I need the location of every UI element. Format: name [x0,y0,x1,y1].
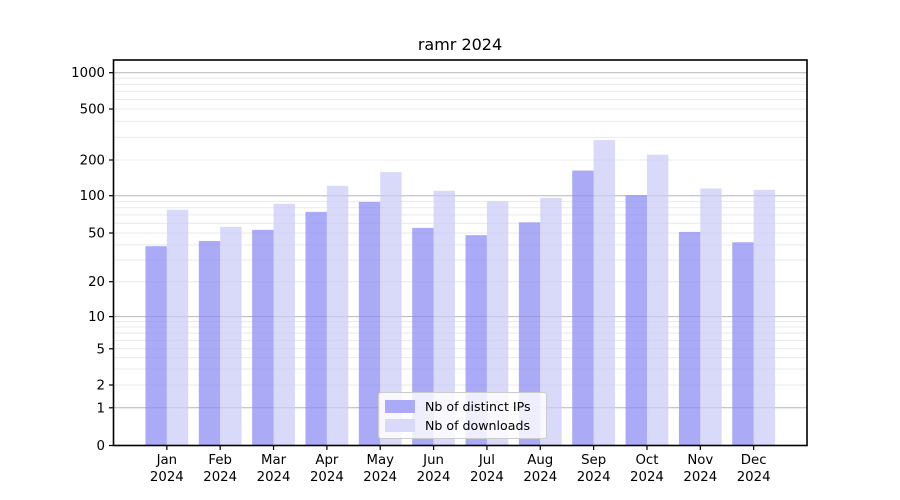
bar-distinct-ips-feb [198,241,221,446]
x-tick-label-year: 2024 [310,470,344,485]
legend-item-distinct-ips: Nb of distinct IPs [385,398,540,414]
x-tick-label-year: 2024 [150,470,184,485]
bar-distinct-ips-jan [145,246,167,446]
y-tick-label: 0 [97,439,105,454]
x-tick-label-year: 2024 [577,470,611,485]
x-tick-label-month: Jun [422,453,444,468]
x-tick-label-month: Dec [741,453,767,468]
bar-downloads-sep [593,140,616,446]
bar-distinct-ips-mar [252,229,274,446]
bar-downloads-feb [220,226,242,446]
bar-distinct-ips-jun [412,227,434,446]
bar-downloads-jan [166,209,189,446]
chart-title: ramr 2024 [417,35,503,54]
legend-label-downloads: Nb of downloads [425,417,531,433]
x-tick-label-year: 2024 [523,470,557,485]
bar-distinct-ips-sep [572,170,594,446]
bar-downloads-oct [646,154,669,446]
x-tick-label-month: Nov [687,453,713,468]
bar-distinct-ips-aug [518,222,541,446]
legend-item-downloads: Nb of downloads [385,417,540,433]
bar-distinct-ips-apr [305,211,327,446]
y-tick-label: 200 [80,154,105,169]
bar-downloads-apr [326,185,349,446]
x-tick-label-year: 2024 [630,470,664,485]
x-tick-label-month: Feb [208,453,232,468]
y-tick-label: 100 [80,189,105,204]
y-tick-label: 5 [97,342,105,357]
legend-swatch-distinct-ips-icon [385,399,415,413]
x-tick-label-year: 2024 [203,470,237,485]
bar-distinct-ips-dec [732,242,754,446]
legend-label-distinct-ips: Nb of distinct IPs [425,398,531,414]
x-tick-label-year: 2024 [257,470,291,485]
x-tick-label-year: 2024 [363,470,397,485]
legend: Nb of distinct IPs Nb of downloads [378,392,547,439]
y-tick-label: 1000 [71,66,105,81]
x-tick-label-year: 2024 [470,470,504,485]
x-tick-label-month: Jan [156,453,178,468]
x-tick-label-month: May [366,453,394,468]
x-tick-label-month: Jul [478,453,495,468]
x-tick-label-month: Oct [635,453,658,468]
y-tick-label: 20 [88,275,105,290]
bar-downloads-nov [700,188,722,446]
plot-border [112,59,808,447]
bar-downloads-aug [540,197,562,446]
y-tick-label: 2 [97,379,105,394]
bar-downloads-may [380,172,402,446]
x-tick-label-month: Apr [315,453,339,468]
x-tick-label-year: 2024 [417,470,451,485]
bar-downloads-mar [273,203,295,446]
x-tick-label-month: Aug [527,453,553,468]
x-tick-label-month: Mar [261,453,287,468]
bar-downloads-dec [753,189,776,446]
y-tick-label: 10 [88,310,105,325]
bar-distinct-ips-oct [625,195,647,446]
bar-distinct-ips-may [358,201,381,446]
y-tick-label: 500 [80,103,105,118]
legend-swatch-downloads-icon [385,418,415,432]
x-tick-label-year: 2024 [683,470,717,485]
bar-downloads-jun [433,190,455,446]
y-tick-label: 1 [97,401,105,416]
x-tick-label-year: 2024 [737,470,771,485]
bar-distinct-ips-nov [678,231,701,446]
bar-downloads-jul [486,201,509,446]
x-tick-label-month: Sep [581,453,606,468]
y-tick-label: 50 [88,227,105,242]
